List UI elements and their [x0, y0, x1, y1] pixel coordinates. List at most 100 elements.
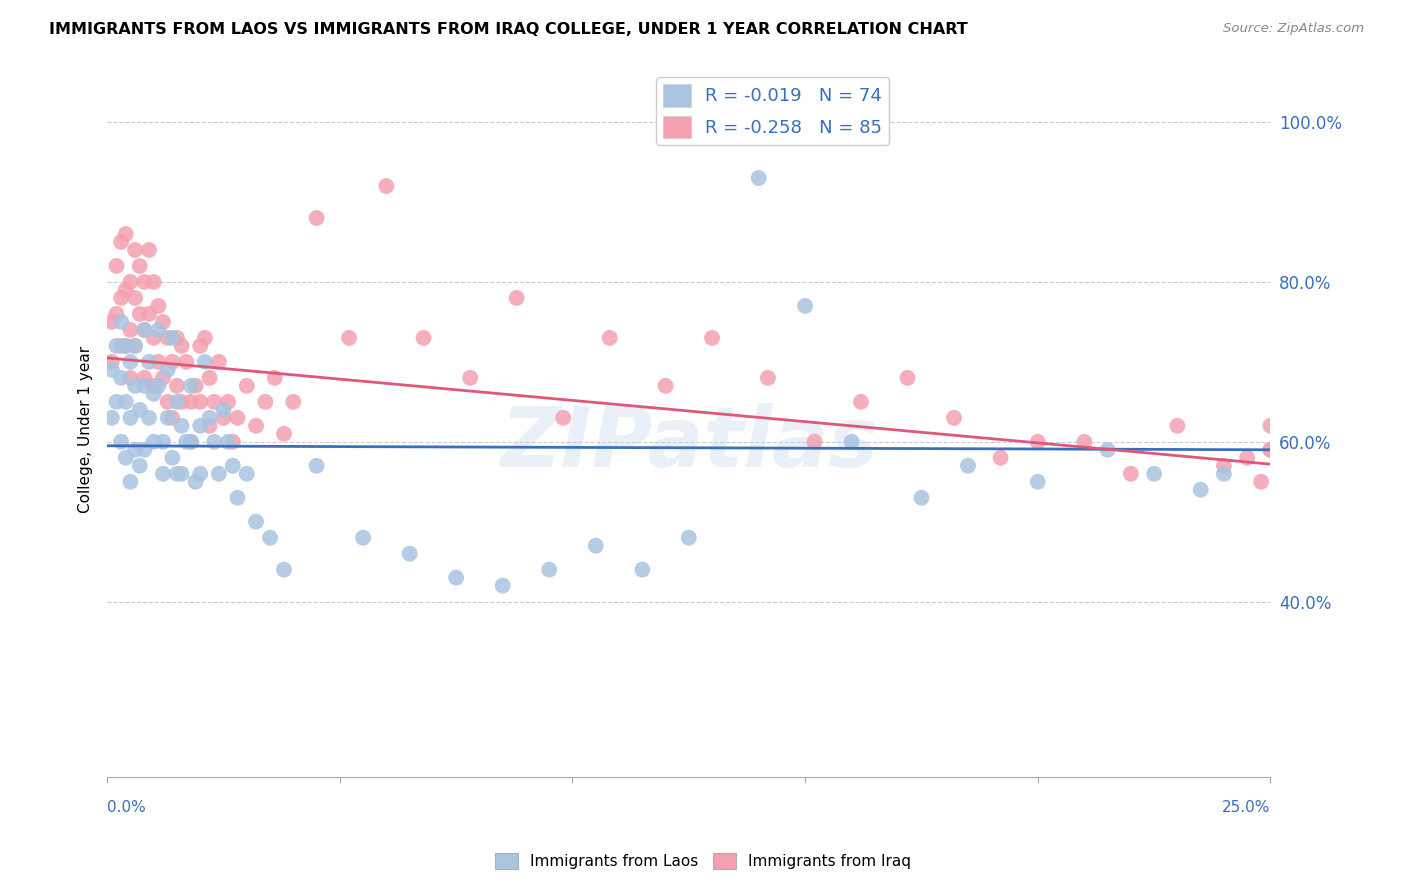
Point	[142, 331, 165, 345]
Point	[849, 394, 872, 409]
Point	[170, 467, 193, 481]
Point	[110, 235, 132, 249]
Point	[202, 394, 225, 409]
Point	[222, 458, 245, 473]
Point	[756, 371, 779, 385]
Text: IMMIGRANTS FROM LAOS VS IMMIGRANTS FROM IRAQ COLLEGE, UNDER 1 YEAR CORRELATION C: IMMIGRANTS FROM LAOS VS IMMIGRANTS FROM …	[49, 22, 967, 37]
Point	[1213, 467, 1236, 481]
Point	[212, 402, 235, 417]
Point	[748, 171, 770, 186]
Point	[101, 315, 124, 329]
Point	[585, 539, 607, 553]
Point	[142, 275, 165, 289]
Point	[110, 291, 132, 305]
Point	[138, 410, 160, 425]
Point	[124, 243, 146, 257]
Point	[114, 227, 136, 241]
Point	[162, 450, 184, 465]
Point	[263, 371, 285, 385]
Point	[156, 363, 179, 377]
Point	[124, 442, 146, 457]
Point	[956, 458, 979, 473]
Point	[128, 402, 150, 417]
Point	[152, 315, 174, 329]
Point	[943, 410, 966, 425]
Point	[148, 323, 170, 337]
Point	[208, 355, 231, 369]
Point	[148, 379, 170, 393]
Point	[1026, 434, 1049, 449]
Point	[180, 434, 202, 449]
Point	[162, 331, 184, 345]
Point	[678, 531, 700, 545]
Point	[174, 355, 197, 369]
Point	[152, 434, 174, 449]
Point	[180, 394, 202, 409]
Point	[166, 379, 188, 393]
Point	[283, 394, 305, 409]
Point	[1097, 442, 1119, 457]
Point	[166, 394, 188, 409]
Text: ZIPatlas: ZIPatlas	[501, 403, 877, 484]
Point	[803, 434, 825, 449]
Text: 25.0%: 25.0%	[1222, 800, 1271, 814]
Point	[1236, 450, 1258, 465]
Y-axis label: College, Under 1 year: College, Under 1 year	[79, 346, 93, 514]
Point	[110, 315, 132, 329]
Point	[174, 434, 197, 449]
Point	[105, 259, 128, 273]
Point	[273, 426, 295, 441]
Point	[138, 355, 160, 369]
Point	[134, 323, 156, 337]
Point	[120, 275, 142, 289]
Point	[305, 458, 328, 473]
Point	[162, 410, 184, 425]
Text: 0.0%: 0.0%	[107, 800, 146, 814]
Point	[1166, 418, 1188, 433]
Point	[1073, 434, 1095, 449]
Point	[142, 379, 165, 393]
Point	[114, 283, 136, 297]
Point	[101, 363, 124, 377]
Point	[134, 275, 156, 289]
Point	[124, 291, 146, 305]
Point	[152, 467, 174, 481]
Point	[184, 379, 207, 393]
Point	[110, 434, 132, 449]
Point	[110, 339, 132, 353]
Point	[188, 418, 211, 433]
Point	[194, 331, 217, 345]
Point	[148, 355, 170, 369]
Point	[1250, 475, 1272, 489]
Point	[1260, 442, 1282, 457]
Point	[236, 379, 259, 393]
Point	[120, 475, 142, 489]
Point	[198, 410, 221, 425]
Point	[245, 515, 267, 529]
Point	[138, 243, 160, 257]
Point	[114, 394, 136, 409]
Point	[101, 410, 124, 425]
Point	[794, 299, 817, 313]
Point	[142, 434, 165, 449]
Point	[217, 394, 239, 409]
Point	[700, 331, 723, 345]
Point	[273, 563, 295, 577]
Point	[188, 394, 211, 409]
Point	[212, 410, 235, 425]
Point	[236, 467, 259, 481]
Point	[1213, 458, 1236, 473]
Point	[170, 394, 193, 409]
Point	[222, 434, 245, 449]
Point	[305, 211, 328, 225]
Point	[134, 371, 156, 385]
Point	[1119, 467, 1142, 481]
Point	[631, 563, 654, 577]
Point	[170, 418, 193, 433]
Point	[226, 491, 249, 505]
Point	[114, 450, 136, 465]
Point	[505, 291, 527, 305]
Point	[1026, 475, 1049, 489]
Point	[170, 339, 193, 353]
Point	[184, 475, 207, 489]
